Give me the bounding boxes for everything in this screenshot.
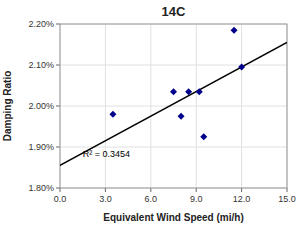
point <box>185 88 192 95</box>
axes: 0.0 3.0 6.0 9.0 12.0 15.0 1.80% 1.90% 2.00% 2.10%… <box>28 19 295 204</box>
point <box>109 111 116 118</box>
tick-label-x: 9.0 <box>190 194 203 204</box>
tick-label-y: 2.20% <box>28 19 54 29</box>
tick-label-y: 2.10% <box>28 60 54 70</box>
point <box>238 64 245 71</box>
tick-x <box>241 188 242 192</box>
tick-x <box>196 188 197 192</box>
tick-label-y: 2.00% <box>28 101 54 111</box>
tick-y <box>56 106 60 107</box>
point <box>200 133 207 140</box>
tick-y <box>56 188 60 189</box>
tick-label-x: 15.0 <box>278 194 296 204</box>
tick-label-x: 12.0 <box>233 194 251 204</box>
tick-y <box>56 147 60 148</box>
tick-label-x: 3.0 <box>99 194 112 204</box>
point <box>231 27 238 34</box>
tick-label-x: 0.0 <box>54 194 67 204</box>
annotation: R² = 0.3454 <box>83 149 130 159</box>
tick-label-y: 1.90% <box>28 142 54 152</box>
tick-x <box>60 188 61 192</box>
grid-line-y <box>60 106 287 107</box>
chart: 0.0 3.0 6.0 9.0 12.0 15.0 1.80% 1.90% 2.00% 2.10%… <box>0 0 297 227</box>
x-axis-label: Equivalent Wind Speed (mi/h) <box>103 212 243 223</box>
tick-label-x: 6.0 <box>145 194 158 204</box>
grid-line-y <box>60 65 287 66</box>
point <box>170 88 177 95</box>
tick-label-y: 1.80% <box>28 183 54 193</box>
tick-x <box>105 188 106 192</box>
fit-line <box>60 42 287 165</box>
plot-area <box>60 27 287 166</box>
title: 14C <box>162 4 186 19</box>
y-axis-label: Damping Ratio <box>2 71 13 142</box>
point <box>196 88 203 95</box>
point <box>178 113 185 120</box>
tick-y <box>56 65 60 66</box>
grid <box>60 24 287 188</box>
plot-frame <box>60 24 287 188</box>
tick-y <box>56 24 60 25</box>
tick-x <box>150 188 151 192</box>
tick-x <box>287 188 288 192</box>
